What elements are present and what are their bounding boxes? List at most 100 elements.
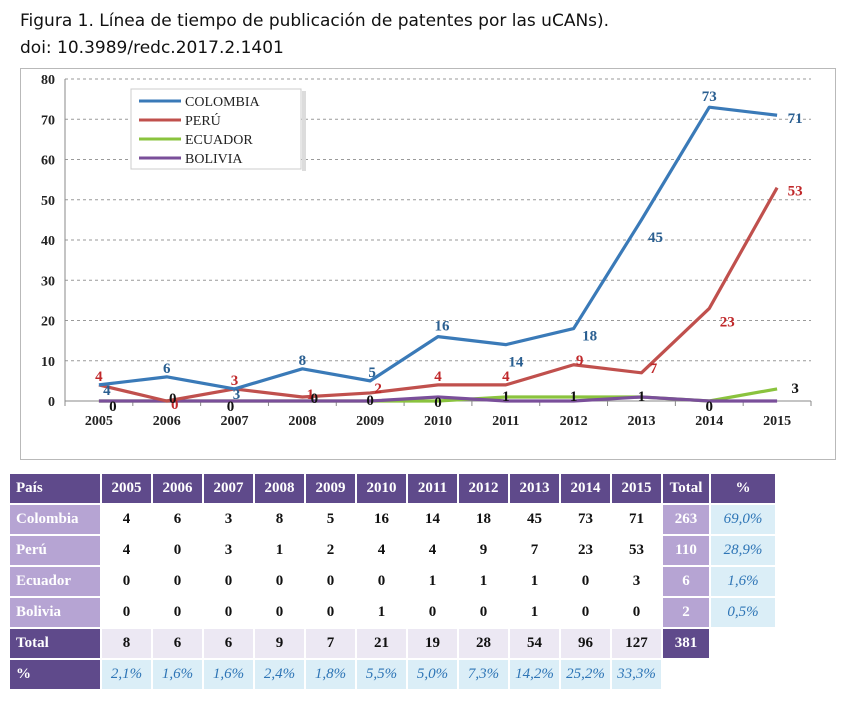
data-label: 0 — [434, 395, 442, 411]
year-percent: 2,1% — [102, 660, 151, 689]
table-cell: 2 — [306, 536, 355, 565]
total-cell: 19 — [408, 629, 457, 658]
year-percent: 7,3% — [459, 660, 508, 689]
row-total: 6 — [663, 567, 709, 596]
row-percent: 0,5% — [711, 598, 775, 627]
table-cell: 0 — [306, 567, 355, 596]
table-cell: 9 — [459, 536, 508, 565]
table-cell: 1 — [459, 567, 508, 596]
row-percent: 28,9% — [711, 536, 775, 565]
data-label: 3 — [231, 373, 239, 389]
table-cell: 1 — [510, 598, 559, 627]
total-cell: 127 — [612, 629, 661, 658]
column-header: 2009 — [306, 474, 355, 503]
row-total: 2 — [663, 598, 709, 627]
table-cell: 1 — [408, 567, 457, 596]
table-cell: 14 — [408, 505, 457, 534]
y-tick-label: 60 — [41, 154, 55, 169]
year-percent: 1,6% — [204, 660, 253, 689]
table-cell: 71 — [612, 505, 661, 534]
data-label: 0 — [706, 399, 714, 415]
data-label: 53 — [788, 184, 803, 200]
row-total: 263 — [663, 505, 709, 534]
year-percent: 1,6% — [153, 660, 202, 689]
table-cell: 16 — [357, 505, 406, 534]
data-label: 1 — [307, 387, 315, 403]
table-cell: 3 — [612, 567, 661, 596]
table-cell: 4 — [408, 536, 457, 565]
table-cell: 1 — [510, 567, 559, 596]
year-percent: 25,2% — [561, 660, 610, 689]
table-cell: 0 — [102, 567, 151, 596]
table-cell: 0 — [357, 567, 406, 596]
table-cell: 18 — [459, 505, 508, 534]
table-cell: 7 — [510, 536, 559, 565]
data-label: 1 — [638, 389, 646, 405]
column-header: País — [10, 474, 100, 503]
data-label: 4 — [103, 383, 111, 399]
data-label: 1 — [502, 389, 510, 405]
table-cell: 3 — [204, 536, 253, 565]
year-percent: 1,8% — [306, 660, 355, 689]
legend-entry: BOLIVIA — [185, 152, 243, 167]
data-label: 9 — [576, 353, 584, 369]
data-label: 1 — [570, 389, 578, 405]
y-tick-label: 40 — [41, 234, 55, 249]
column-header: 2007 — [204, 474, 253, 503]
table-cell: 0 — [561, 598, 610, 627]
legend-entry: COLOMBIA — [185, 95, 261, 110]
series-line-perú — [98, 186, 779, 403]
x-tick-label: 2014 — [695, 414, 723, 429]
table-cell: 0 — [306, 598, 355, 627]
total-cell: 6 — [153, 629, 202, 658]
column-header: Total — [663, 474, 709, 503]
data-label: 18 — [582, 329, 597, 345]
table-cell: 0 — [204, 598, 253, 627]
total-cell: 28 — [459, 629, 508, 658]
table-cell: 0 — [153, 536, 202, 565]
total-cell: 9 — [255, 629, 304, 658]
column-header: 2010 — [357, 474, 406, 503]
table-row: Ecuador 0 0 0 0 0 0 1 1 1 0 3 6 1,6% — [10, 567, 775, 596]
table-cell: 45 — [510, 505, 559, 534]
data-label: 0 — [171, 397, 179, 413]
caption-doi: doi: 10.3989/redc.2017.2.1401 — [20, 38, 284, 58]
data-label: 0 — [366, 393, 374, 409]
table-cell: 0 — [612, 598, 661, 627]
year-percent: 14,2% — [510, 660, 559, 689]
table-cell: 4 — [102, 505, 151, 534]
x-tick-label: 2015 — [763, 414, 791, 429]
series-line-bolivia — [98, 395, 778, 403]
caption-title: Figura 1. Línea de tiempo de publicación… — [20, 11, 610, 31]
data-label: 16 — [435, 319, 451, 335]
y-tick-label: 50 — [41, 194, 55, 209]
y-tick-label: 10 — [41, 355, 55, 370]
x-tick-label: 2012 — [560, 414, 588, 429]
year-percent: 5,5% — [357, 660, 406, 689]
data-label: 73 — [702, 89, 717, 105]
x-tick-label: 2011 — [492, 414, 519, 429]
total-cell: 21 — [357, 629, 406, 658]
table-row: Perú 4 0 3 1 2 4 4 9 7 23 53 110 28,9% — [10, 536, 775, 565]
data-label: 23 — [720, 314, 735, 330]
row-percent: 1,6% — [711, 567, 775, 596]
total-cell: 8 — [102, 629, 151, 658]
table-cell: 0 — [561, 567, 610, 596]
table-cell: 4 — [357, 536, 406, 565]
year-percent: 5,0% — [408, 660, 457, 689]
table-cell: 0 — [255, 598, 304, 627]
data-label: 4 — [434, 369, 442, 385]
total-cell: 96 — [561, 629, 610, 658]
grand-total: 381 — [663, 629, 709, 658]
total-cell: 54 — [510, 629, 559, 658]
row-header: Total — [10, 629, 100, 658]
data-label: 3 — [233, 387, 241, 403]
column-header: 2012 — [459, 474, 508, 503]
x-tick-label: 2007 — [221, 414, 249, 429]
x-tick-label: 2005 — [85, 414, 113, 429]
chart-frame: 0 10 20 30 40 50 60 70 80 2005 2006 2007 2008 2009 201… — [20, 68, 836, 460]
table-cell: 3 — [204, 505, 253, 534]
total-cell: 7 — [306, 629, 355, 658]
table-cell: 0 — [102, 598, 151, 627]
